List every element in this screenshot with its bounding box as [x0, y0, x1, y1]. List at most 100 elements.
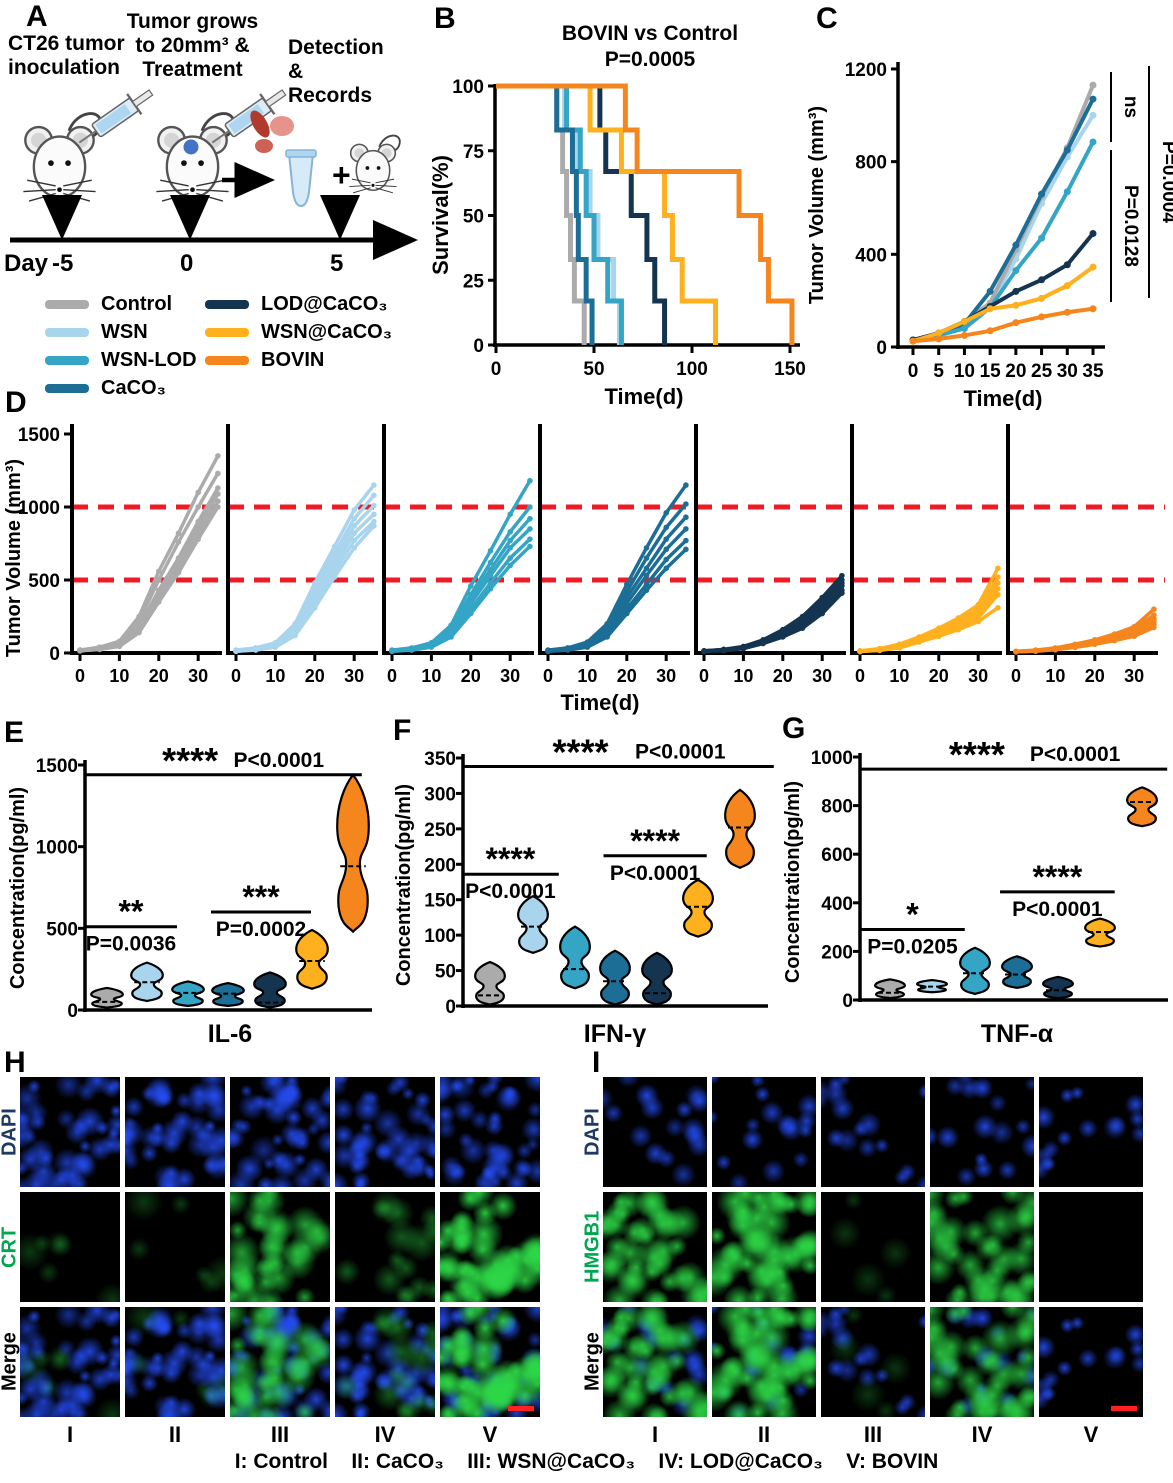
- micro-tile-CRT-III: [230, 1192, 330, 1302]
- panel-label-d: D: [5, 386, 27, 419]
- svg-text:0: 0: [842, 991, 853, 1012]
- legend-item-wsn-caco3: WSN@CaCO₃: [205, 321, 392, 344]
- micro-tile-Merge-V: [1039, 1307, 1143, 1417]
- micro-tile-CRT-II: [125, 1192, 225, 1302]
- svg-text:20: 20: [305, 666, 325, 686]
- column-label-III: III: [270, 1422, 290, 1447]
- svg-text:20: 20: [617, 666, 637, 686]
- svg-text:0: 0: [67, 1001, 78, 1022]
- spaghetti-line-control: [79, 455, 220, 652]
- svg-text:500: 500: [28, 571, 60, 592]
- column-label-IV: IV: [374, 1422, 396, 1447]
- svg-text:20: 20: [1085, 666, 1105, 686]
- violin-lod_caco3: [641, 951, 673, 1006]
- panel-label-h: H: [4, 1046, 26, 1079]
- svg-text:10: 10: [1045, 666, 1065, 686]
- growth-curve-caco3: [912, 98, 1095, 343]
- svg-text:30: 30: [188, 666, 208, 686]
- svg-text:P<0.0001: P<0.0001: [234, 749, 325, 772]
- legend-item-wsn: WSN: [45, 321, 148, 344]
- spaghetti-line-bovin: [1015, 625, 1155, 654]
- violin-control: [874, 978, 906, 1000]
- panel-label-c: C: [816, 2, 838, 35]
- svg-text:Tumor Volume (mm³): Tumor Volume (mm³): [3, 459, 25, 657]
- micro-tile-DAPI-I: [603, 1077, 707, 1187]
- svg-text:30: 30: [968, 666, 988, 686]
- svg-text:30: 30: [656, 666, 676, 686]
- svg-text:300: 300: [424, 784, 456, 805]
- svg-text:Survival(%): Survival(%): [430, 155, 453, 275]
- legend-swatch-lod-caco3: [205, 300, 249, 309]
- micro-tile-HMGB1-III: [821, 1192, 925, 1302]
- legend-item-lod-caco3: LOD@CaCO₃: [205, 293, 388, 316]
- svg-text:IFN-γ: IFN-γ: [584, 1020, 647, 1048]
- svg-text:30: 30: [812, 666, 832, 686]
- column-label-V: V: [1083, 1422, 1099, 1447]
- column-label-I: I: [66, 1422, 74, 1447]
- svg-text:0: 0: [75, 666, 85, 686]
- micro-tile-DAPI-I: [20, 1077, 120, 1187]
- panelA-step3-caption: Detection & Records: [288, 36, 384, 107]
- violin-control: [90, 986, 124, 1009]
- panelA-step2-caption: Tumor grows to 20mm³ & Treatment: [126, 10, 259, 81]
- scale-bar: [1111, 1406, 1137, 1411]
- micro-tile-Merge-I: [603, 1307, 707, 1417]
- svg-text:P<0.0001: P<0.0001: [635, 741, 726, 764]
- violin-control: [474, 960, 506, 1006]
- svg-text:****: ****: [630, 823, 680, 859]
- svg-text:****: ****: [1032, 859, 1082, 895]
- legend-swatch-wsn-caco3: [205, 328, 249, 337]
- spaghetti-line-wsn_lod: [391, 545, 532, 653]
- legend-swatch-wsn-lod: [45, 356, 89, 365]
- km-curve-caco3: [496, 83, 595, 345]
- svg-text:100: 100: [424, 926, 456, 947]
- svg-text:800: 800: [821, 797, 853, 818]
- svg-text:25: 25: [1031, 361, 1053, 382]
- legend-item-control: Control: [45, 293, 172, 316]
- violin-lod_caco3: [1042, 975, 1074, 1000]
- svg-text:**: **: [119, 894, 144, 930]
- column-label-II: II: [168, 1422, 182, 1447]
- svg-text:10: 10: [421, 666, 441, 686]
- micro-tile-DAPI-V: [1039, 1077, 1143, 1187]
- column-label-IV: IV: [971, 1422, 993, 1447]
- panelI-row-label-hmgb1: HMGB1: [581, 1210, 604, 1284]
- svg-text:1500: 1500: [36, 756, 78, 777]
- svg-text:****: ****: [162, 740, 218, 781]
- timeline-day-label: Day: [4, 250, 49, 277]
- svg-text:P<0.0001: P<0.0001: [610, 862, 701, 885]
- svg-text:P=0.0128: P=0.0128: [1120, 185, 1141, 267]
- micro-tile-CRT-V: [440, 1192, 540, 1302]
- svg-text:200: 200: [821, 942, 853, 963]
- growth-curve-bovin: [912, 306, 1094, 344]
- group-key-caption: I: Control II: CaCO₃ III: WSN@CaCO₃ IV: …: [234, 1450, 939, 1473]
- il6-violin-chart: 050010001500Concentration(pg/ml)IL-6****…: [7, 740, 372, 1048]
- svg-text:ns: ns: [1120, 96, 1141, 118]
- tumor-dot: [183, 139, 199, 155]
- micro-tile-Merge-IV: [335, 1307, 435, 1417]
- svg-text:0: 0: [855, 666, 865, 686]
- svg-text:Time(d): Time(d): [963, 386, 1042, 410]
- legend-label-wsn-caco3: WSN@CaCO₃: [261, 321, 392, 343]
- svg-text:400: 400: [821, 894, 853, 915]
- violin-caco3: [599, 949, 631, 1006]
- scale-bar: [508, 1406, 534, 1411]
- svg-text:0: 0: [473, 336, 484, 357]
- svg-text:1000: 1000: [36, 838, 78, 859]
- svg-text:30: 30: [1124, 666, 1144, 686]
- legend-item-wsn-lod: WSN-LOD: [45, 349, 197, 372]
- panelA-schematic: +: [10, 81, 418, 260]
- violin-wsn_lod: [559, 925, 591, 990]
- svg-text:*: *: [906, 897, 919, 933]
- svg-text:30: 30: [344, 666, 364, 686]
- micro-tile-CRT-IV: [335, 1192, 435, 1302]
- svg-text:P=0.0005: P=0.0005: [605, 48, 696, 71]
- svg-text:0: 0: [908, 361, 919, 382]
- svg-text:10: 10: [889, 666, 909, 686]
- micro-tile-DAPI-II: [712, 1077, 816, 1187]
- tnfa-violin-chart: 0 200 400 600 800 1000 Concentration(pg/ml) TNF…: [782, 734, 1168, 1048]
- panel-label-b: B: [434, 2, 456, 35]
- km-curve-bovin: [496, 83, 795, 345]
- panelH-row-label-merge: Merge: [0, 1332, 21, 1392]
